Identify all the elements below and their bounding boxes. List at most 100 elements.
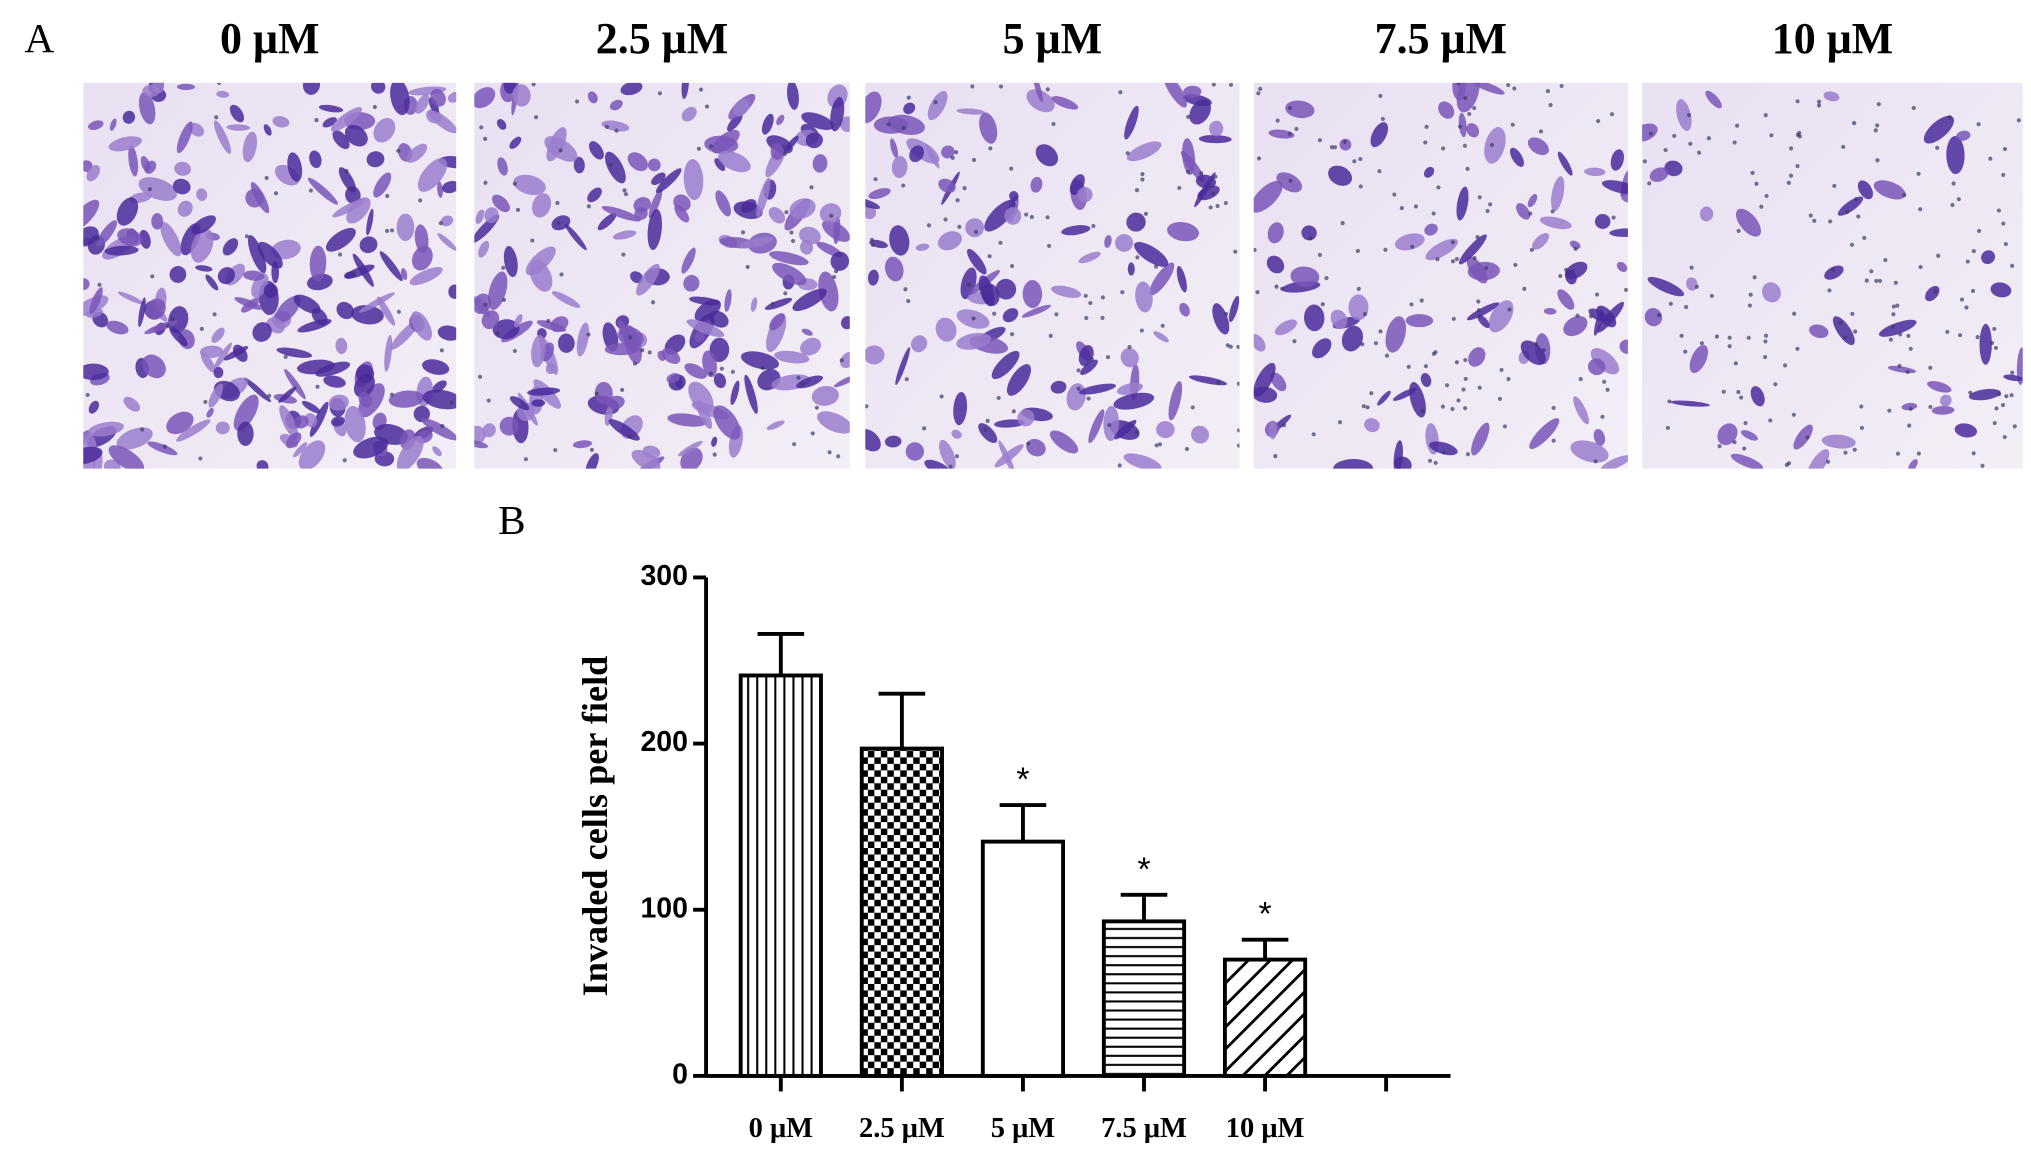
cell [1393,440,1403,469]
pore [1211,82,1216,87]
cell [991,350,1020,380]
cell [421,418,457,441]
cell [1699,206,1714,222]
pore [199,326,204,331]
cell [776,114,785,126]
cell [830,97,845,132]
pore [1538,129,1544,134]
cell [417,158,448,192]
pore [1275,118,1280,123]
pore [1856,214,1861,219]
pore [385,193,390,199]
cell [818,271,839,312]
cell [594,381,613,405]
pore [1971,249,1976,254]
pore [396,309,401,314]
cell [634,207,648,220]
cell [772,262,807,286]
cell [667,413,708,427]
pore [1812,218,1817,223]
cell [1266,255,1285,274]
pore [1588,314,1594,319]
image-title: 2.5 μM [596,14,728,63]
pore [1332,145,1338,150]
pore [1502,424,1507,429]
pore [829,213,834,218]
cell [1600,455,1628,469]
pore [1029,214,1034,220]
cell [1741,430,1758,441]
cell [655,168,682,194]
cell [484,207,499,224]
pore [1663,147,1668,153]
pore [622,188,627,193]
cell [285,432,302,449]
pore [1140,177,1145,182]
cell [103,459,121,469]
cell [83,363,109,381]
cell [730,380,740,405]
pore [623,192,629,197]
cell [83,430,91,446]
pore [1916,451,1921,456]
cell [138,177,178,201]
pore [704,104,710,109]
cell [1077,186,1093,203]
cell [817,411,850,434]
cell [576,322,590,357]
cell [840,316,850,330]
pore [1602,379,1607,384]
cell [647,209,662,250]
pore [1456,82,1461,86]
pore [1208,205,1213,210]
cell [1762,282,1781,303]
cell [147,441,178,456]
pore [273,191,279,196]
cell [366,151,385,168]
cell [951,429,962,439]
significance-mark: * [1137,851,1150,888]
pore [1869,269,1874,274]
cell [176,419,211,442]
pore [1763,354,1768,360]
pore [1736,389,1741,395]
cell [428,97,440,114]
cell [138,297,146,328]
cell [688,381,714,413]
pore [1977,228,1982,234]
cell [620,82,643,96]
cell [1968,388,2001,401]
pore [1420,408,1425,413]
pore [1573,246,1578,251]
pore [1893,280,1898,285]
cell [481,310,500,330]
pore [796,375,801,380]
cell [279,405,299,439]
pore [1862,235,1867,240]
pore [1184,446,1190,452]
pore [1384,353,1390,358]
pore [1463,357,1468,363]
cell [531,399,546,407]
cell [905,442,925,461]
pore [553,448,558,453]
pore [1689,265,1694,270]
cell [724,289,732,312]
cell [686,319,725,338]
pore [1419,298,1424,303]
cell [1115,234,1134,252]
pore [1009,166,1014,171]
pore [1406,364,1411,369]
micrograph [474,82,850,469]
pore [827,450,832,455]
pore [1463,376,1468,381]
cell [956,108,985,115]
pore [530,238,535,243]
pore [1895,303,1900,308]
cell [83,199,100,232]
cell [1471,82,1505,95]
pore [1485,208,1490,213]
pore [1956,197,1961,202]
pore [1805,435,1810,440]
pore [1908,406,1913,411]
